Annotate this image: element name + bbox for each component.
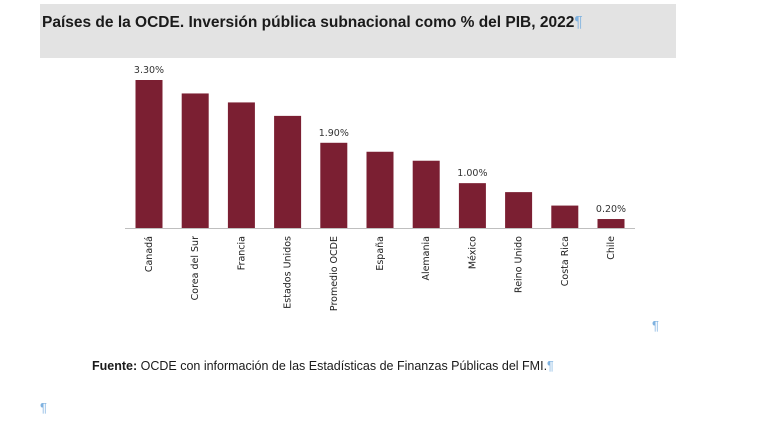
bar bbox=[505, 192, 533, 228]
source-label: Fuente: bbox=[92, 359, 138, 373]
bar bbox=[274, 115, 302, 228]
data-label: 0.20% bbox=[596, 204, 626, 215]
bar bbox=[181, 93, 209, 228]
chart-title: Países de la OCDE. Inversión pública sub… bbox=[42, 14, 682, 32]
category-label: Francia bbox=[236, 236, 247, 270]
data-label: 1.90% bbox=[319, 128, 349, 139]
category-label: Chile bbox=[606, 236, 617, 260]
category-label: Reino Unido bbox=[514, 236, 525, 293]
category-label: Alemania bbox=[421, 236, 432, 281]
chart-title-text: Países de la OCDE. Inversión pública sub… bbox=[42, 14, 575, 31]
data-label: 3.30% bbox=[134, 65, 164, 76]
paragraph-mark: ¶ bbox=[40, 400, 47, 415]
category-label: España bbox=[375, 236, 386, 271]
paragraph-mark: ¶ bbox=[574, 14, 583, 31]
bar bbox=[135, 80, 163, 228]
category-label: Estados Unidos bbox=[283, 236, 294, 309]
paragraph-mark: ¶ bbox=[547, 359, 554, 373]
category-label: Corea del Sur bbox=[190, 236, 201, 300]
data-label: 1.00% bbox=[457, 168, 487, 179]
bar bbox=[458, 183, 486, 228]
category-label: México bbox=[467, 236, 478, 269]
category-label: Canadá bbox=[144, 236, 155, 272]
bar bbox=[597, 219, 625, 228]
bar bbox=[551, 205, 579, 228]
bar bbox=[320, 142, 348, 228]
bar bbox=[227, 102, 255, 228]
paragraph-mark: ¶ bbox=[652, 318, 659, 333]
bar bbox=[366, 151, 394, 228]
title-background bbox=[40, 4, 676, 58]
source-text: OCDE con información de las Estadísticas… bbox=[137, 359, 548, 373]
category-label: Costa Rica bbox=[560, 236, 571, 286]
category-label: Promedio OCDE bbox=[329, 236, 340, 311]
bar bbox=[412, 160, 440, 228]
source-note: Fuente: OCDE con información de las Esta… bbox=[92, 359, 712, 373]
